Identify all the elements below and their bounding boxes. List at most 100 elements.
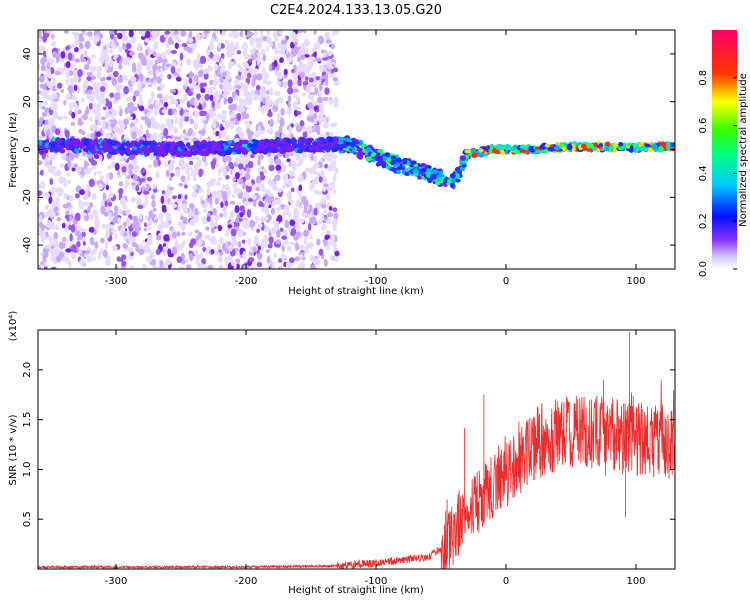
noise-point	[175, 76, 182, 82]
noise-point	[49, 212, 56, 218]
noise-point	[63, 30, 69, 34]
noise-point	[214, 53, 220, 63]
noise-point	[144, 194, 149, 199]
noise-point	[251, 265, 258, 269]
noise-point	[194, 229, 200, 234]
noise-point	[132, 174, 138, 181]
noise-point	[131, 215, 136, 221]
noise-point	[141, 239, 146, 244]
trace-point	[455, 178, 461, 183]
trace-point	[660, 141, 667, 147]
noise-point	[69, 233, 73, 242]
trace-point	[413, 163, 418, 168]
noise-point	[132, 64, 137, 73]
noise-point	[321, 223, 327, 231]
snr-frame	[37, 329, 676, 570]
noise-point	[262, 91, 267, 97]
trace-point	[137, 148, 142, 152]
noise-point	[216, 181, 221, 187]
noise-point	[138, 73, 144, 82]
noise-point	[90, 239, 94, 245]
noise-point	[275, 164, 282, 171]
noise-point	[38, 264, 42, 269]
noise-point	[232, 84, 237, 93]
trace-point	[214, 145, 221, 151]
noise-point	[302, 130, 308, 139]
noise-point	[109, 58, 114, 68]
noise-point	[249, 37, 255, 47]
noise-point	[272, 57, 279, 62]
noise-point	[181, 240, 186, 246]
noise-point	[239, 168, 245, 175]
noise-point	[123, 221, 127, 228]
trace-point	[175, 150, 180, 157]
x-tick-label: -300	[105, 576, 128, 587]
noise-point	[111, 228, 117, 234]
noise-point	[153, 183, 157, 189]
noise-point	[242, 61, 246, 67]
noise-point	[99, 237, 105, 244]
trace-point	[163, 146, 170, 153]
trace-point	[381, 163, 386, 169]
noise-point	[42, 50, 47, 58]
noise-point	[325, 193, 331, 201]
noise-point	[269, 118, 274, 128]
noise-point	[318, 106, 325, 113]
noise-point	[54, 104, 58, 111]
trace-point	[517, 145, 521, 151]
noise-point	[316, 238, 321, 246]
noise-point	[77, 250, 82, 256]
noise-point	[220, 126, 225, 131]
noise-point	[89, 95, 95, 103]
noise-point	[207, 264, 214, 269]
noise-point	[270, 226, 276, 235]
noise-point	[254, 131, 259, 139]
colorbar-ticks: 0.0 0.2 0.4 0.6 0.8	[698, 70, 737, 277]
noise-point	[219, 83, 223, 90]
noise-point	[187, 231, 193, 237]
noise-point	[328, 65, 335, 70]
noise-point	[154, 59, 159, 65]
noise-point	[271, 200, 278, 206]
trace-point	[87, 145, 93, 150]
noise-point	[181, 43, 188, 48]
noise-point	[117, 76, 124, 84]
noise-point	[148, 218, 153, 225]
noise-point	[182, 129, 187, 134]
noise-point	[246, 208, 252, 218]
noise-point	[333, 103, 340, 108]
noise-point	[82, 113, 88, 121]
noise-point	[108, 172, 114, 181]
noise-point	[38, 37, 42, 43]
noise-point	[152, 207, 157, 212]
noise-point	[317, 260, 321, 266]
noise-point	[193, 122, 199, 131]
noise-point	[57, 187, 64, 196]
trace-point	[504, 149, 509, 155]
noise-point	[254, 234, 259, 244]
noise-point	[210, 241, 217, 246]
noise-point	[69, 77, 74, 85]
noise-point	[194, 111, 200, 117]
noise-point	[112, 126, 119, 134]
noise-point	[281, 211, 288, 216]
noise-point	[296, 66, 301, 73]
x-tick-label: -100	[365, 576, 388, 587]
noise-point	[260, 216, 266, 223]
trace-point	[626, 142, 632, 147]
noise-point	[163, 127, 169, 137]
noise-point	[163, 95, 170, 101]
noise-point	[107, 100, 113, 110]
noise-point	[101, 116, 106, 121]
noise-point	[147, 227, 152, 231]
noise-point	[176, 230, 181, 237]
noise-point	[314, 207, 318, 216]
noise-point	[61, 222, 66, 229]
noise-point	[188, 70, 194, 79]
trace-point	[443, 178, 448, 185]
noise-point	[161, 190, 166, 195]
noise-point	[281, 244, 285, 253]
noise-point	[115, 264, 120, 269]
noise-point	[309, 115, 315, 123]
noise-point	[128, 168, 133, 176]
